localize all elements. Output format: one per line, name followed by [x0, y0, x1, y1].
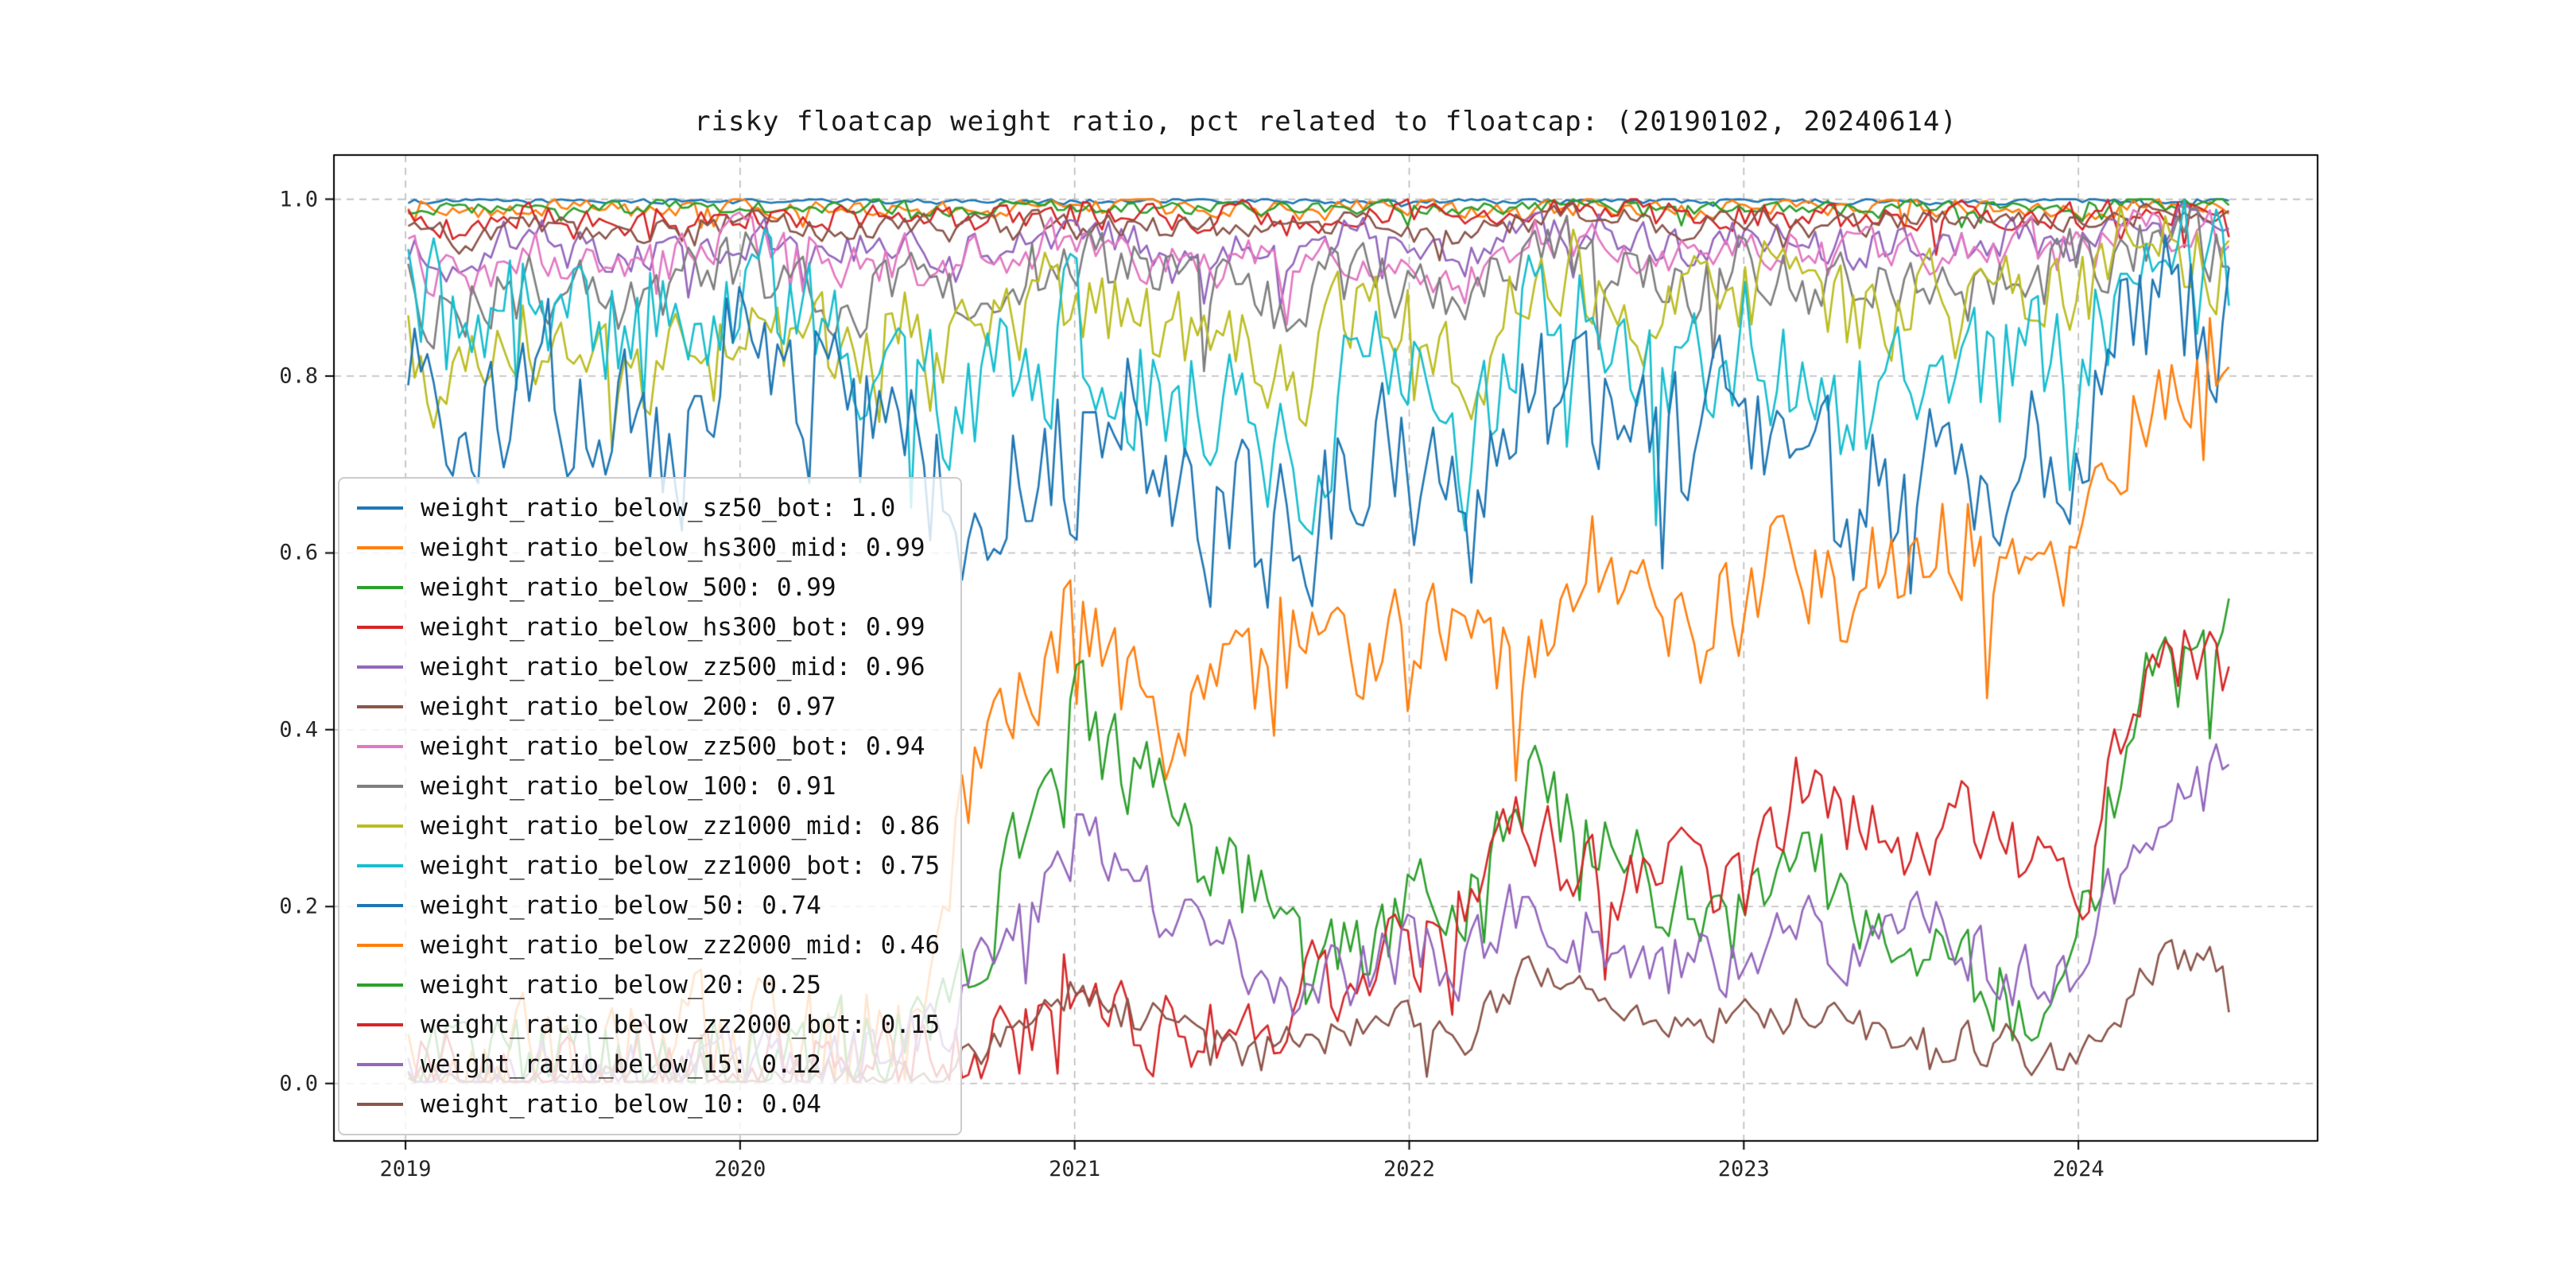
y-tick-label: 0.4	[279, 717, 318, 743]
legend-item: weight_ratio_below_zz1000_bot: 0.75	[357, 846, 940, 886]
y-tick-label: 0.6	[279, 540, 318, 565]
legend-item: weight_ratio_below_zz2000_mid: 0.46	[357, 925, 940, 965]
legend: weight_ratio_below_sz50_bot: 1.0 weight_r…	[338, 477, 963, 1135]
legend-item: weight_ratio_below_500: 0.99	[357, 568, 940, 607]
x-tick-label: 2023	[1717, 1157, 1770, 1181]
legend-item: weight_ratio_below_zz2000_bot: 0.15	[357, 1005, 940, 1045]
legend-line-swatch	[357, 705, 403, 708]
legend-label: weight_ratio_below_zz2000_mid: 0.46	[421, 931, 941, 960]
legend-label: weight_ratio_below_100: 0.91	[421, 772, 836, 801]
legend-label: weight_ratio_below_50: 0.74	[421, 891, 821, 920]
legend-item: weight_ratio_below_zz1000_mid: 0.86	[357, 806, 940, 846]
legend-label: weight_ratio_below_500: 0.99	[421, 573, 836, 602]
x-tick-label: 2022	[1383, 1157, 1435, 1181]
legend-line-swatch	[357, 626, 403, 629]
legend-item: weight_ratio_below_20: 0.25	[357, 965, 940, 1005]
x-tick-label: 2024	[2052, 1157, 2105, 1181]
x-tick-label: 2021	[1049, 1157, 1101, 1181]
legend-label: weight_ratio_below_zz1000_mid: 0.86	[421, 812, 941, 840]
legend-label: weight_ratio_below_20: 0.25	[421, 971, 821, 999]
legend-label: weight_ratio_below_zz1000_bot: 0.75	[421, 852, 941, 880]
legend-label: weight_ratio_below_sz50_bot: 1.0	[421, 494, 896, 522]
legend-line-swatch	[357, 864, 403, 867]
legend-item: weight_ratio_below_10: 0.04	[357, 1084, 940, 1124]
legend-label: weight_ratio_below_hs300_bot: 0.99	[421, 613, 925, 642]
legend-item: weight_ratio_below_200: 0.97	[357, 687, 940, 727]
legend-label: weight_ratio_below_10: 0.04	[421, 1090, 821, 1119]
legend-item: weight_ratio_below_sz50_bot: 1.0	[357, 488, 940, 528]
legend-line-swatch	[357, 785, 403, 788]
legend-item: weight_ratio_below_100: 0.91	[357, 766, 940, 806]
legend-line-swatch	[357, 665, 403, 669]
legend-line-swatch	[357, 1063, 403, 1066]
legend-label: weight_ratio_below_zz500_mid: 0.96	[421, 653, 925, 681]
y-tick-label: 1.0	[279, 187, 318, 212]
legend-label: weight_ratio_below_zz500_bot: 0.94	[421, 732, 925, 761]
legend-line-swatch	[357, 745, 403, 748]
legend-item: weight_ratio_below_zz500_mid: 0.96	[357, 647, 940, 687]
y-tick-label: 0.8	[279, 363, 318, 389]
legend-line-swatch	[357, 904, 403, 907]
legend-line-swatch	[357, 944, 403, 947]
y-tick-label: 0.2	[279, 894, 318, 919]
legend-item: weight_ratio_below_hs300_mid: 0.99	[357, 528, 940, 568]
legend-item: weight_ratio_below_15: 0.12	[357, 1045, 940, 1084]
legend-item: weight_ratio_below_zz500_bot: 0.94	[357, 727, 940, 766]
y-tick-label: 0.0	[279, 1071, 318, 1096]
legend-item: weight_ratio_below_50: 0.74	[357, 886, 940, 925]
legend-label: weight_ratio_below_zz2000_bot: 0.15	[421, 1011, 941, 1039]
legend-item: weight_ratio_below_hs300_bot: 0.99	[357, 607, 940, 647]
legend-line-swatch	[357, 824, 403, 828]
legend-line-swatch	[357, 546, 403, 549]
legend-line-swatch	[357, 1103, 403, 1106]
x-tick-label: 2019	[379, 1157, 432, 1181]
x-tick-label: 2020	[714, 1157, 766, 1181]
chart-title: risky floatcap weight ratio, pct related…	[694, 106, 1957, 138]
legend-line-swatch	[357, 983, 403, 987]
legend-label: weight_ratio_below_hs300_mid: 0.99	[421, 533, 925, 562]
legend-line-swatch	[357, 586, 403, 589]
legend-label: weight_ratio_below_15: 0.12	[421, 1050, 821, 1079]
legend-line-swatch	[357, 1023, 403, 1026]
legend-line-swatch	[357, 506, 403, 510]
legend-label: weight_ratio_below_200: 0.97	[421, 692, 836, 721]
